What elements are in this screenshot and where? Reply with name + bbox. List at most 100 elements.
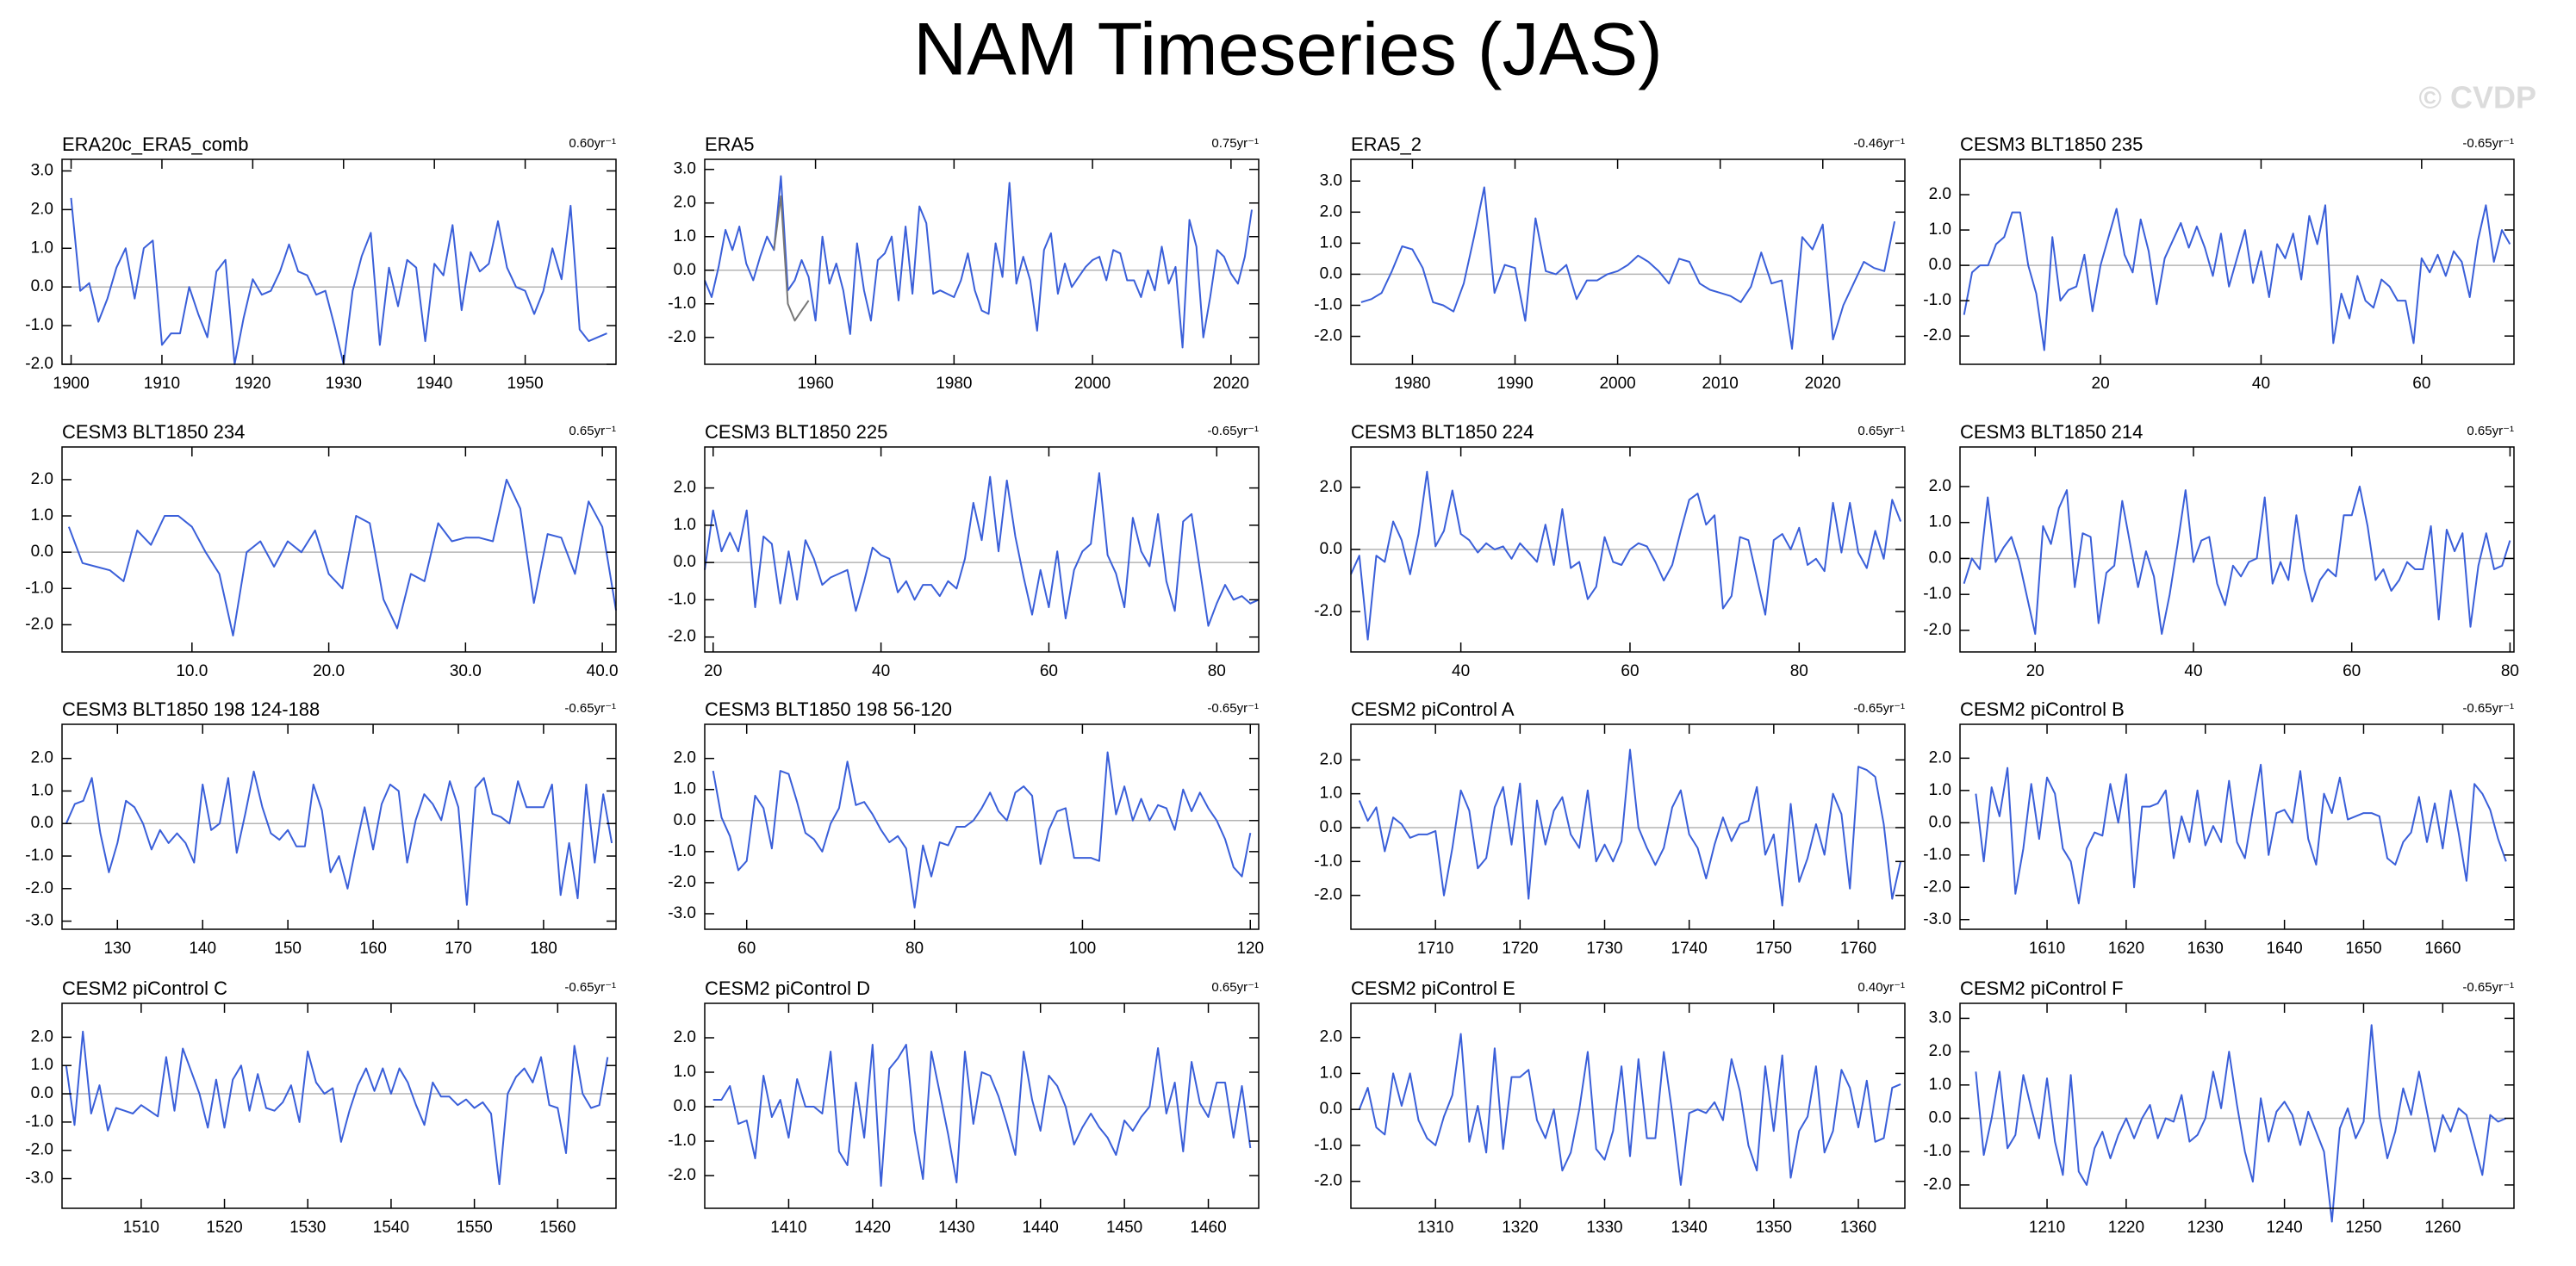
- y-tick-label: 0.0: [31, 543, 53, 561]
- y-tick-label: -3.0: [668, 904, 696, 922]
- y-tick-label: -2.0: [668, 1166, 696, 1184]
- series-line: [712, 1044, 1252, 1187]
- trend-label: -0.65yr⁻¹: [2462, 701, 2514, 716]
- series-line: [1975, 1024, 2507, 1223]
- y-tick-label: 3.0: [1320, 171, 1342, 189]
- y-tick-label: 0.0: [1929, 813, 1951, 831]
- y-tick-label: 0.0: [1320, 264, 1342, 282]
- y-tick-label: -2.0: [668, 628, 696, 646]
- x-tick-label: 160: [359, 940, 387, 958]
- y-tick-label: -2.0: [1923, 621, 1951, 639]
- x-tick-label: 60: [2412, 375, 2430, 393]
- y-tick-label: 0.0: [674, 1097, 696, 1115]
- trend-label: -0.65yr⁻¹: [564, 701, 616, 716]
- panel-title: ERA20c_ERA5_comb: [62, 133, 248, 155]
- y-tick-label: -1.0: [25, 579, 53, 597]
- y-tick-label: 1.0: [674, 227, 696, 245]
- x-tick-label: 1420: [855, 1219, 891, 1237]
- y-tick-label: -2.0: [25, 1141, 53, 1159]
- plot-frame: [1959, 723, 2515, 930]
- x-tick-label: 40.0: [587, 662, 619, 680]
- y-tick-label: 2.0: [1929, 1042, 1951, 1060]
- x-tick-label: 1950: [507, 375, 543, 393]
- x-tick-label: 40: [2184, 662, 2202, 680]
- panel-title: CESM2 piControl B: [1960, 698, 2125, 720]
- plot-frame: [1959, 158, 2515, 365]
- panel-title: CESM3 BLT1850 234: [62, 421, 245, 443]
- y-tick-label: 2.0: [1320, 202, 1342, 220]
- y-tick-label: 0.0: [31, 277, 53, 295]
- figure-title: NAM Timeseries (JAS): [913, 9, 1663, 91]
- x-tick-label: 1220: [2108, 1219, 2144, 1237]
- y-tick-label: -2.0: [1314, 327, 1342, 345]
- x-tick-label: 80: [1790, 662, 1808, 680]
- watermark: © CVDP: [2418, 80, 2536, 115]
- x-tick-label: 1650: [2345, 940, 2381, 958]
- x-tick-label: 1510: [123, 1219, 159, 1237]
- x-tick-label: 1260: [2424, 1219, 2461, 1237]
- plot-frame: [1959, 446, 2515, 653]
- series-line: [67, 478, 617, 636]
- series-line: [712, 751, 1252, 909]
- y-tick-label: 0.0: [674, 553, 696, 571]
- x-tick-label: 1360: [1840, 1219, 1876, 1237]
- y-tick-label: -2.0: [668, 328, 696, 346]
- x-tick-label: 1750: [1756, 940, 1792, 958]
- y-tick-label: -3.0: [25, 1170, 53, 1188]
- x-tick-label: 1990: [1496, 375, 1533, 393]
- series-line: [1358, 1033, 1901, 1186]
- series-line: [1358, 748, 1902, 907]
- x-tick-label: 20.0: [313, 662, 345, 680]
- plot-frame: [704, 158, 1260, 365]
- x-tick-label: 60: [1040, 662, 1058, 680]
- plot-frame: [1350, 1002, 1906, 1209]
- trend-label: -0.65yr⁻¹: [564, 980, 616, 995]
- trend-label: -0.65yr⁻¹: [2462, 980, 2514, 995]
- x-tick-label: 1230: [2187, 1219, 2224, 1237]
- x-tick-label: 1530: [289, 1219, 326, 1237]
- panel-title: CESM2 piControl C: [62, 977, 227, 999]
- y-tick-label: 2.0: [31, 1027, 53, 1046]
- x-tick-label: 100: [1069, 940, 1097, 958]
- x-tick-label: 1460: [1190, 1219, 1226, 1237]
- trend-label: 0.40yr⁻¹: [1857, 980, 1905, 995]
- y-tick-label: -3.0: [1923, 910, 1951, 928]
- y-tick-label: 0.0: [674, 261, 696, 279]
- x-tick-label: 1960: [797, 375, 833, 393]
- x-tick-label: 1540: [373, 1219, 409, 1237]
- y-tick-label: 0.0: [674, 811, 696, 829]
- x-tick-label: 1980: [1394, 375, 1430, 393]
- trend-label: 0.65yr⁻¹: [1211, 980, 1259, 995]
- series-line: [65, 1030, 609, 1186]
- panel-title: CESM3 BLT1850 198 56-120: [705, 698, 952, 720]
- y-tick-label: 3.0: [31, 161, 53, 179]
- x-tick-label: 120: [1236, 940, 1264, 958]
- x-tick-label: 20: [2026, 662, 2044, 680]
- x-tick-label: 80: [1208, 662, 1226, 680]
- plot-frame: [704, 1002, 1260, 1209]
- y-tick-label: -1.0: [25, 1113, 53, 1131]
- plot-frame: [1350, 446, 1906, 653]
- y-tick-label: 1.0: [674, 780, 696, 798]
- y-tick-label: 2.0: [1929, 477, 1951, 495]
- y-tick-label: 2.0: [1320, 750, 1342, 768]
- x-tick-label: 1720: [1502, 940, 1538, 958]
- series-line: [1963, 485, 2511, 636]
- x-tick-label: 1980: [936, 375, 972, 393]
- x-tick-label: 40: [2252, 375, 2270, 393]
- x-tick-label: 2000: [1074, 375, 1111, 393]
- y-tick-label: 2.0: [31, 749, 53, 767]
- x-tick-label: 1340: [1671, 1219, 1708, 1237]
- series-line: [1360, 186, 1896, 350]
- y-tick-label: -3.0: [25, 912, 53, 930]
- x-tick-label: 1920: [234, 375, 271, 393]
- x-tick-label: 1520: [206, 1219, 242, 1237]
- x-tick-label: 1350: [1756, 1219, 1792, 1237]
- y-tick-label: -1.0: [668, 295, 696, 313]
- y-tick-label: 1.0: [1929, 1076, 1951, 1094]
- y-tick-label: 1.0: [1929, 781, 1951, 799]
- plot-frame: [61, 1002, 617, 1209]
- y-tick-label: -1.0: [668, 842, 696, 860]
- y-tick-label: 0.0: [1929, 549, 1951, 567]
